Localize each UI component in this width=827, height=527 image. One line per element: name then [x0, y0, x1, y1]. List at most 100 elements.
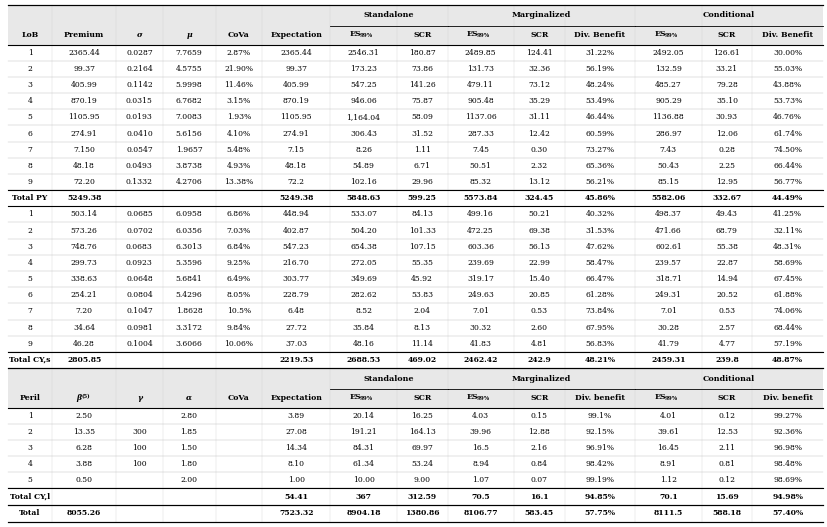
Text: 21.90%: 21.90% [224, 65, 253, 73]
Text: 69.38: 69.38 [528, 227, 549, 235]
Text: 12.06: 12.06 [715, 130, 737, 138]
Bar [8, 424, 822, 440]
Text: 946.06: 946.06 [350, 97, 376, 105]
Text: 57.75%: 57.75% [584, 509, 614, 518]
Text: 56.83%: 56.83% [585, 340, 614, 348]
Text: 5: 5 [27, 113, 32, 121]
Text: 54.89: 54.89 [352, 162, 374, 170]
Text: 107.15: 107.15 [409, 243, 435, 251]
Bar [8, 45, 822, 61]
Text: 47.62%: 47.62% [585, 243, 614, 251]
Text: 73.27%: 73.27% [585, 145, 614, 154]
Text: 287.33: 287.33 [466, 130, 494, 138]
Text: 249.31: 249.31 [654, 291, 681, 299]
Text: 33.21: 33.21 [715, 65, 737, 73]
Text: 4.93%: 4.93% [227, 162, 251, 170]
Text: 41.25%: 41.25% [772, 210, 801, 218]
Text: 599.25: 599.25 [407, 194, 436, 202]
Text: 405.99: 405.99 [283, 81, 309, 89]
Text: Expectation: Expectation [270, 31, 322, 39]
Text: 96.91%: 96.91% [585, 444, 614, 452]
Text: 0.1004: 0.1004 [126, 340, 153, 348]
Text: 5.9998: 5.9998 [175, 81, 203, 89]
Text: 0.1332: 0.1332 [126, 178, 153, 186]
Text: 85.32: 85.32 [469, 178, 491, 186]
Text: 254.21: 254.21 [71, 291, 98, 299]
Text: 4.5755: 4.5755 [175, 65, 203, 73]
Bar [8, 93, 822, 109]
Text: 5: 5 [27, 476, 32, 484]
Text: 5.6156: 5.6156 [175, 130, 203, 138]
Bar [8, 287, 822, 304]
Text: 905.29: 905.29 [654, 97, 681, 105]
Text: SCR: SCR [413, 31, 431, 39]
Text: 61.34: 61.34 [352, 460, 374, 468]
Text: 94.98%: 94.98% [772, 493, 802, 501]
Text: 58.47%: 58.47% [585, 259, 614, 267]
Text: 469.02: 469.02 [407, 356, 436, 364]
Text: 99%: 99% [360, 396, 373, 401]
Text: Expectation: Expectation [270, 394, 322, 402]
Text: 48.18: 48.18 [285, 162, 307, 170]
Text: 141.26: 141.26 [409, 81, 435, 89]
Text: α: α [186, 394, 192, 402]
Text: 870.19: 870.19 [283, 97, 309, 105]
Bar [8, 336, 822, 352]
Text: 12.95: 12.95 [715, 178, 737, 186]
Text: 1: 1 [27, 48, 32, 56]
Text: σ: σ [136, 31, 142, 39]
Text: 2.00: 2.00 [180, 476, 198, 484]
Text: 338.63: 338.63 [70, 275, 98, 283]
Text: 56.13: 56.13 [528, 243, 549, 251]
Text: 405.99: 405.99 [71, 81, 98, 89]
Text: 39.61: 39.61 [657, 428, 679, 436]
Text: 324.45: 324.45 [524, 194, 553, 202]
Text: 1: 1 [27, 412, 32, 419]
Text: 99%: 99% [476, 33, 490, 38]
Text: 0.30: 0.30 [530, 145, 547, 154]
Text: 503.14: 503.14 [70, 210, 98, 218]
Text: SCR: SCR [717, 394, 735, 402]
Text: Div. Benefit: Div. Benefit [761, 31, 812, 39]
Text: 274.91: 274.91 [283, 130, 309, 138]
Text: 7.43: 7.43 [659, 145, 676, 154]
Text: 1137.06: 1137.06 [464, 113, 496, 121]
Text: 68.79: 68.79 [715, 227, 737, 235]
Text: 60.59%: 60.59% [585, 130, 614, 138]
Text: 5.3596: 5.3596 [175, 259, 203, 267]
Text: 3.89: 3.89 [287, 412, 304, 419]
Text: 3.8738: 3.8738 [175, 162, 203, 170]
Text: 4.03: 4.03 [471, 412, 489, 419]
Text: 0.12: 0.12 [718, 476, 734, 484]
Text: 44.49%: 44.49% [771, 194, 802, 202]
Text: 2.25: 2.25 [718, 162, 734, 170]
Text: 0.84: 0.84 [530, 460, 547, 468]
Bar [8, 271, 822, 287]
Text: 498.37: 498.37 [654, 210, 681, 218]
Text: 27.08: 27.08 [285, 428, 307, 436]
Text: 654.38: 654.38 [350, 243, 376, 251]
Text: 905.48: 905.48 [466, 97, 494, 105]
Text: 48.24%: 48.24% [585, 81, 614, 89]
Text: 9: 9 [27, 340, 32, 348]
Text: 5848.63: 5848.63 [346, 194, 380, 202]
Text: 6.0356: 6.0356 [175, 227, 203, 235]
Text: 10.00: 10.00 [352, 476, 374, 484]
Text: 8.13: 8.13 [413, 324, 430, 331]
Text: 35.29: 35.29 [528, 97, 549, 105]
Text: 180.87: 180.87 [409, 48, 435, 56]
Text: 1.85: 1.85 [180, 428, 198, 436]
Text: 69.97: 69.97 [411, 444, 433, 452]
Text: 1.93%: 1.93% [227, 113, 251, 121]
Text: Total PY: Total PY [12, 194, 48, 202]
Text: 49.43: 49.43 [715, 210, 737, 218]
Text: 5.4296: 5.4296 [175, 291, 203, 299]
Text: 6: 6 [27, 130, 32, 138]
Text: 126.61: 126.61 [713, 48, 739, 56]
Text: 73.12: 73.12 [528, 81, 549, 89]
Text: 99%: 99% [476, 396, 490, 401]
Text: 5.48%: 5.48% [227, 145, 251, 154]
Text: 46.28: 46.28 [73, 340, 95, 348]
Text: 79.28: 79.28 [715, 81, 737, 89]
Text: 0.0683: 0.0683 [126, 243, 153, 251]
